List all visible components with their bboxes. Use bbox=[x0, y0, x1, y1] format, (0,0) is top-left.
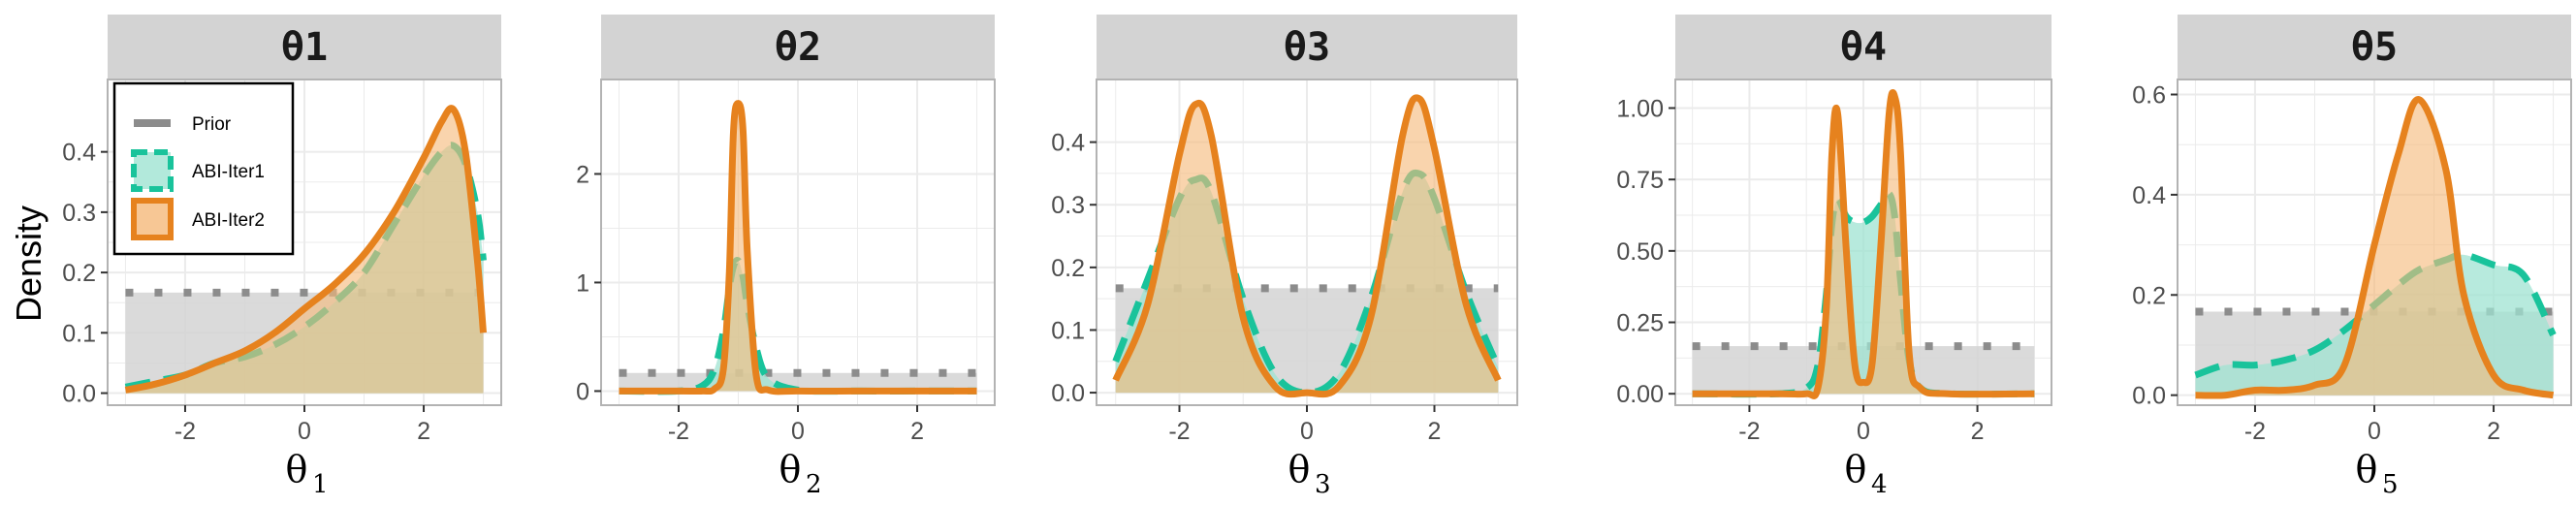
x-tick-label: 2 bbox=[417, 418, 430, 445]
y-tick-label: 2 bbox=[576, 161, 589, 188]
x-tick-label: -2 bbox=[175, 418, 196, 445]
y-tick-label: 0.4 bbox=[2132, 182, 2166, 209]
y-tick-label: 0.2 bbox=[62, 260, 96, 287]
y-tick-label: 0.2 bbox=[1051, 255, 1085, 282]
abi-iter1-area bbox=[1692, 193, 2035, 395]
facet-strip-title: θ5 bbox=[2351, 25, 2398, 70]
facet-strip-title: θ4 bbox=[1840, 25, 1887, 70]
legend-label: Prior bbox=[192, 114, 232, 135]
y-tick-label: 1 bbox=[576, 269, 589, 297]
facet-panel-5: θ5 -2 0 2 0.0 0.2 0.4 0.6 θ 5 bbox=[2132, 15, 2572, 499]
x-axis-label-subscript: 2 bbox=[806, 470, 822, 499]
y-tick-label: 0.4 bbox=[1051, 130, 1085, 157]
facet-strip-title: θ1 bbox=[281, 25, 328, 70]
facet-strip-title: θ3 bbox=[1284, 25, 1330, 70]
y-tick-label: 0 bbox=[576, 378, 589, 405]
y-tick-label: 0.25 bbox=[1616, 310, 1664, 337]
x-axis-label-subscript: 4 bbox=[1871, 470, 1888, 499]
facet-panel-4: θ4 -2 0 2 0.00 0.25 0.50 0.75 1.00 θ 4 bbox=[1616, 15, 2052, 499]
y-tick-label: 0.50 bbox=[1616, 238, 1664, 266]
facet-panel-3: θ3 -2 0 2 0.0 0.1 0.2 0.3 0.4 θ 3 bbox=[1051, 15, 1518, 499]
x-tick-label: -2 bbox=[1738, 418, 1760, 445]
x-tick-label: 0 bbox=[2368, 418, 2381, 445]
abi-iter2-line bbox=[2195, 96, 2555, 399]
legend-iter1-key bbox=[131, 149, 174, 192]
y-tick-label: 0.0 bbox=[2132, 383, 2166, 410]
x-tick-label: -2 bbox=[2244, 418, 2266, 445]
x-axis-label-subscript: 1 bbox=[312, 470, 329, 499]
x-tick-label: 0 bbox=[1300, 418, 1314, 445]
abi-iter2-line bbox=[1692, 88, 2035, 399]
y-tick-label: 0.3 bbox=[62, 200, 96, 227]
legend-label: ABI-Iter1 bbox=[192, 162, 265, 182]
y-tick-label: 0.3 bbox=[1051, 192, 1085, 219]
facet-strip bbox=[601, 15, 995, 79]
x-tick-label: 0 bbox=[791, 418, 805, 445]
abi-iter2-line bbox=[619, 100, 977, 395]
legend-item-iter2: ABI-Iter2 bbox=[131, 198, 265, 240]
facet-strip bbox=[108, 15, 501, 79]
y-tick-label: 1.00 bbox=[1616, 95, 1664, 122]
y-tick-label: 0.2 bbox=[2132, 282, 2166, 309]
x-tick-label: 2 bbox=[1428, 418, 1442, 445]
x-axis-label-subscript: 3 bbox=[1315, 470, 1331, 499]
x-axis-label: θ bbox=[2356, 448, 2378, 490]
x-axis-label: θ bbox=[286, 448, 308, 490]
x-axis-label-subscript: 5 bbox=[2382, 470, 2399, 499]
x-tick-label: 0 bbox=[298, 418, 311, 445]
facet-strip bbox=[1675, 15, 2051, 79]
x-axis-label: θ bbox=[1288, 448, 1311, 490]
x-tick-label: -2 bbox=[668, 418, 689, 445]
y-tick-label: 0.1 bbox=[1051, 317, 1085, 344]
x-axis-label: θ bbox=[779, 448, 802, 490]
legend-item-prior: Prior bbox=[134, 114, 232, 135]
x-tick-label: 0 bbox=[1857, 418, 1870, 445]
y-tick-label: 0.00 bbox=[1616, 381, 1664, 408]
x-tick-label: 2 bbox=[2487, 418, 2500, 445]
facet-strip-title: θ2 bbox=[775, 25, 821, 70]
facet-strip bbox=[2178, 15, 2571, 79]
y-tick-label: 0.0 bbox=[1051, 380, 1085, 407]
abi-iter2-line bbox=[124, 105, 487, 394]
legend-iter2-key bbox=[131, 198, 174, 240]
legend-item-iter1: ABI-Iter1 bbox=[131, 149, 265, 192]
x-tick-label: -2 bbox=[1168, 418, 1190, 445]
y-tick-label: 0.1 bbox=[62, 320, 96, 347]
abi-iter2-area bbox=[1115, 97, 1499, 395]
y-tick-label: 0.4 bbox=[62, 140, 96, 167]
y-tick-label: 0.0 bbox=[62, 381, 96, 408]
facet-strip bbox=[1097, 15, 1517, 79]
y-axis-label: Density bbox=[9, 206, 48, 322]
abi-iter2-line bbox=[1112, 94, 1502, 398]
y-tick-label: 0.75 bbox=[1616, 167, 1664, 194]
legend-label: ABI-Iter2 bbox=[192, 210, 265, 231]
x-axis-label: θ bbox=[1845, 448, 1867, 490]
y-tick-label: 0.6 bbox=[2132, 82, 2166, 110]
x-tick-label: 2 bbox=[910, 418, 924, 445]
x-tick-label: 2 bbox=[1971, 418, 1985, 445]
abi-iter2-area bbox=[125, 108, 484, 394]
